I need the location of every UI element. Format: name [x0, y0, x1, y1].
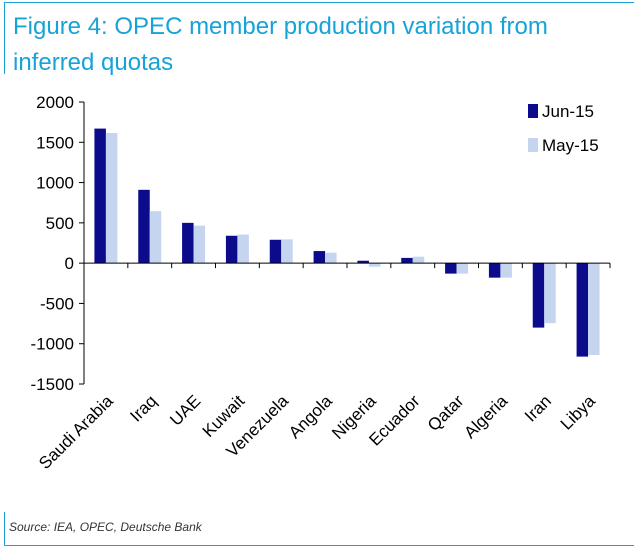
bar-may-15 — [500, 263, 512, 278]
bar-may-15 — [325, 252, 337, 264]
bar-may-15 — [237, 234, 249, 264]
title-block: Figure 4: OPEC member production variati… — [4, 2, 634, 76]
y-tick-label: -1000 — [31, 335, 74, 354]
bar-may-15 — [368, 263, 381, 267]
bars — [94, 128, 600, 357]
legend-label: Jun-15 — [542, 102, 594, 121]
x-axis: Saudi Arabia Iraq UAEKuwaitVenezuelaAngola… — [35, 262, 611, 473]
bar-jun-15 — [532, 263, 545, 328]
x-tick-label: Algeria — [460, 391, 511, 442]
bar-jun-15 — [182, 222, 194, 264]
bar-jun-15 — [313, 251, 326, 264]
bar-may-15 — [588, 263, 600, 355]
bar-jun-15 — [225, 235, 238, 264]
x-tick-label: Iran — [521, 391, 555, 425]
bar-jun-15 — [94, 128, 106, 264]
source-block: Source: IEA, OPEC, Deutsche Bank — [4, 512, 634, 546]
bar-jun-15 — [488, 263, 501, 278]
x-tick-label: Libya — [557, 391, 600, 434]
bar-jun-15 — [138, 189, 150, 264]
y-tick-label: 0 — [65, 254, 74, 273]
bar-jun-15 — [576, 263, 589, 357]
legend-swatch — [528, 104, 538, 118]
y-tick-label: -500 — [40, 294, 74, 313]
bar-may-15 — [281, 239, 293, 264]
bar-jun-15 — [269, 239, 282, 264]
bar-jun-15 — [357, 260, 369, 264]
x-tick-label: Saudi Arabia — [35, 391, 117, 473]
y-tick-label: 500 — [46, 214, 74, 233]
bar-jun-15 — [445, 263, 457, 274]
x-tick-label: Angola — [285, 391, 336, 442]
bar-may-15 — [149, 211, 162, 264]
legend-swatch — [528, 138, 538, 152]
bar-may-15 — [412, 256, 425, 264]
bar-may-15 — [193, 225, 206, 264]
x-tick-label: UAE — [166, 391, 204, 429]
legend: Jun-15 May-15 — [528, 102, 599, 155]
y-axis: 2000 1500 1000 500 0 -500 -1000 -1500 — [31, 93, 85, 394]
y-tick-label: 2000 — [36, 93, 74, 112]
bar-jun-15 — [401, 257, 413, 264]
bar-may-15 — [544, 263, 556, 324]
bar-chart: 2000 1500 1000 500 0 -500 -1000 -1500 Saudi Ara… — [31, 93, 611, 473]
legend-label: May-15 — [542, 136, 599, 155]
figure-title: Figure 4: OPEC member production variati… — [13, 13, 548, 76]
y-tick-label: 1500 — [36, 133, 74, 152]
x-tick-label: Iraq — [126, 391, 160, 425]
bar-may-15 — [105, 133, 118, 264]
y-tick-label: -1500 — [31, 375, 74, 394]
source-note: Source: IEA, OPEC, Deutsche Bank — [9, 520, 202, 534]
bar-may-15 — [456, 263, 469, 274]
y-tick-label: 1000 — [36, 174, 74, 193]
